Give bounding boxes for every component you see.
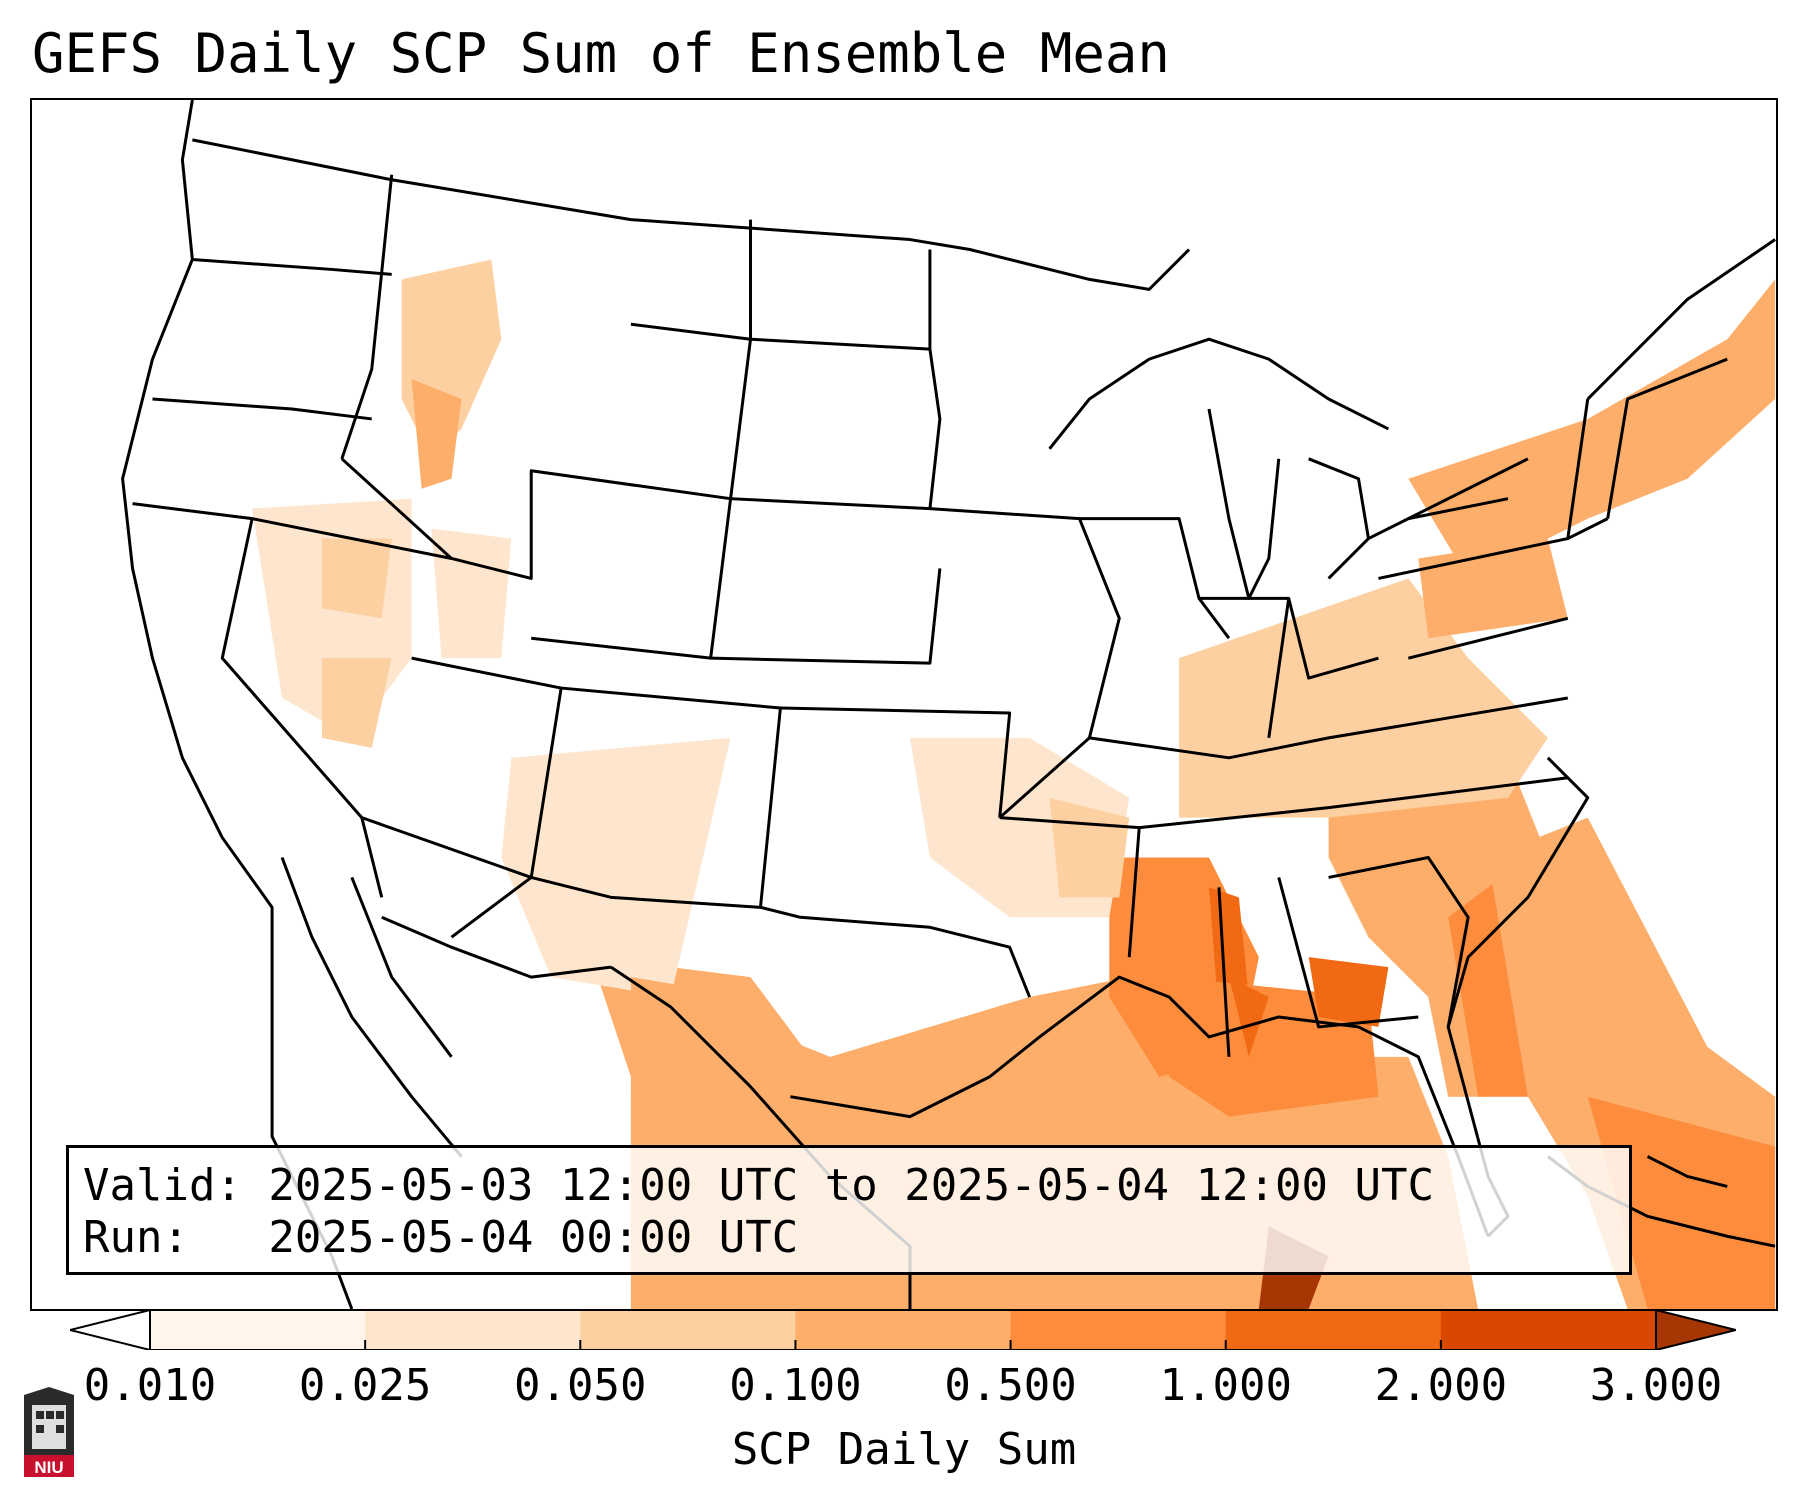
colorbar-extend-high xyxy=(1655,1310,1736,1350)
colorbar-tick-label: 0.010 xyxy=(83,1360,217,1411)
colorbar xyxy=(70,1310,1736,1350)
valid-time-text: Valid: 2025-05-03 12:00 UTC to 2025-05-0… xyxy=(83,1160,1435,1211)
colorbar-tick-label: 0.500 xyxy=(944,1360,1077,1411)
niu-logo-icon: NIU xyxy=(24,1387,74,1477)
colorbar-segment xyxy=(365,1310,581,1350)
colorbar-tick-label: 0.025 xyxy=(298,1360,432,1411)
map-panel xyxy=(30,98,1778,1311)
colorbar-outline xyxy=(149,1310,1657,1350)
map-title: GEFS Daily SCP Sum of Ensemble Mean xyxy=(32,22,1170,85)
run-time-text: Run: 2025-05-04 00:00 UTC xyxy=(83,1212,799,1263)
colorbar-label: SCP Daily Sum xyxy=(731,1424,1077,1475)
colorbar-tick-label: 1.000 xyxy=(1159,1360,1292,1411)
colorbar-segment xyxy=(580,1310,796,1350)
niu-logo-text: NIU xyxy=(34,1458,63,1477)
colorbar-extend-low xyxy=(70,1310,151,1350)
colorbar-tick-label: 0.050 xyxy=(514,1360,647,1411)
colorbar-segment xyxy=(795,1310,1012,1350)
valid-run-box: Valid: 2025-05-03 12:00 UTC to 2025-05-0… xyxy=(66,1145,1632,1275)
scp-map xyxy=(121,100,1776,1309)
colorbar-segment xyxy=(1225,1310,1442,1350)
colorbar-segment xyxy=(150,1310,366,1350)
colorbar-segment xyxy=(1010,1310,1227,1350)
colorbar-tick-label: 0.100 xyxy=(729,1360,862,1411)
colorbar-segment xyxy=(1440,1310,1657,1350)
colorbar-tick-label: 3.000 xyxy=(1589,1360,1723,1411)
colorbar-tick-label: 2.000 xyxy=(1374,1360,1508,1411)
